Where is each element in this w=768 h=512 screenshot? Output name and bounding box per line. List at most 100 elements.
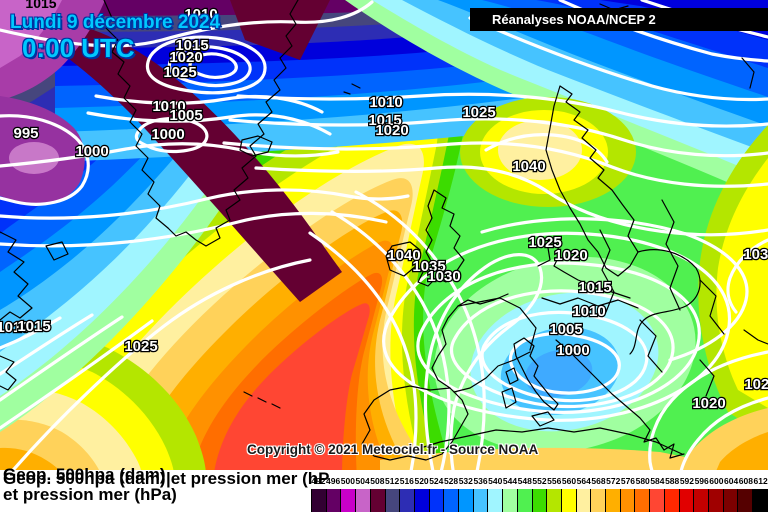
scale-cell	[605, 489, 620, 512]
scale-value: 512	[384, 476, 400, 486]
scale-cell	[325, 489, 341, 512]
scale-cell	[693, 489, 708, 512]
scale-value: 532	[458, 476, 473, 486]
scale-cell	[413, 489, 429, 512]
scale-value: 500	[340, 476, 355, 486]
pressure-label: 1010	[0, 319, 30, 336]
pressure-label: 1010	[152, 98, 185, 115]
scale-cell	[678, 489, 694, 512]
scale-value: 600	[709, 476, 724, 486]
scale-cell	[458, 489, 473, 512]
color-scale-bar	[311, 489, 768, 512]
pressure-label: 1015	[175, 37, 208, 54]
geopotential-color-fills	[0, 0, 768, 470]
scale-cell	[428, 489, 444, 512]
pressure-label: 1010	[369, 94, 402, 111]
pressure-label: 1005	[169, 107, 202, 124]
scale-value: 492	[311, 476, 326, 486]
scale-cell	[737, 489, 753, 512]
pressure-value-labels: 9951000101010051000101010151020102510101…	[0, 0, 768, 413]
pressure-label: 1040	[512, 158, 545, 175]
scale-cell	[663, 489, 679, 512]
pressure-label: 1020	[692, 395, 725, 412]
scale-value: 524	[429, 476, 444, 486]
map-time-label: 0:00 UTC	[22, 33, 135, 63]
pressure-label: 1020	[169, 49, 202, 66]
scale-cell	[443, 489, 459, 512]
reanalysis-source-badge: Réanalyses NOAA/NCEP 2	[470, 8, 768, 31]
scale-value: 552	[532, 476, 547, 486]
scale-cell	[590, 489, 606, 512]
scale-cell	[649, 489, 664, 512]
copyright-label: Copyright © 2021 Meteociel.fr - Source N…	[247, 442, 539, 457]
scale-value: 560	[561, 476, 577, 486]
scale-cell	[487, 489, 503, 512]
scale-cell	[355, 489, 370, 512]
legend-bar: Geop. 500hpa (dam) Geop. 500hpa (dam) |e…	[0, 465, 768, 512]
scale-cell	[384, 489, 400, 512]
map-date-label: Lundi 9 décembre 2024	[10, 12, 221, 33]
scale-value: 536	[473, 476, 488, 486]
scale-cell	[707, 489, 723, 512]
pressure-label: 1030	[743, 246, 768, 263]
scale-value: 556	[547, 476, 562, 486]
pressure-label: 1030	[427, 268, 460, 285]
legend-title-line1-ghost: Geop. 500hpa (dam)	[3, 465, 166, 484]
legend-title-line1-overlap: |et pression mer (hP	[166, 469, 330, 488]
pressure-label-black: 1015	[25, 0, 56, 11]
scale-value: 548	[517, 476, 532, 486]
scale-value: 528	[443, 476, 459, 486]
pressure-label: 1015	[368, 112, 401, 129]
weather-map: 995 1000 1010 1005 1000 1010 1015 1020 1025 1010 1…	[0, 0, 768, 470]
scale-cell	[516, 489, 532, 512]
scale-cell	[399, 489, 414, 512]
pressure-label: 1025	[163, 64, 196, 81]
scale-value: 564	[576, 476, 591, 486]
pressure-label: 1015	[578, 279, 611, 296]
scale-value: 504	[355, 476, 370, 486]
pressure-label: 1020	[375, 122, 408, 139]
pressure-label: 1025	[124, 338, 157, 355]
pressure-label: 1015	[17, 318, 50, 335]
pressure-label: 1020	[554, 247, 587, 264]
scale-value: 520	[414, 476, 429, 486]
scale-cell	[560, 489, 576, 512]
scale-cell	[546, 489, 561, 512]
pressure-label: 1025	[744, 376, 768, 393]
scale-cell	[619, 489, 635, 512]
scale-cell	[575, 489, 591, 512]
pressure-label: 1000	[556, 342, 589, 359]
scale-value: 496	[326, 476, 341, 486]
scale-value: 568	[591, 476, 606, 486]
pressure-label: 1025	[528, 234, 561, 251]
scale-value: 584	[650, 476, 665, 486]
scale-cell	[752, 489, 768, 512]
scale-value: 608	[738, 476, 753, 486]
scale-cell	[531, 489, 547, 512]
scale-value: 576	[620, 476, 636, 486]
scale-value: 508	[370, 476, 385, 486]
scale-cell	[634, 489, 650, 512]
color-scale-values: 492 496 500 504 508 512 516 520 524 528 532 536 540 5…	[311, 476, 768, 487]
pressure-label: 995	[13, 125, 38, 142]
pressure-label: 1025	[462, 104, 495, 121]
pressure-label: 1000	[75, 143, 108, 160]
pressure-label: 1035	[412, 258, 445, 275]
pressure-label: 1000	[151, 126, 184, 143]
pressure-label: 1010	[184, 6, 217, 23]
scale-cell	[340, 489, 356, 512]
legend-title-line2: et pression mer (hPa)	[3, 485, 177, 504]
scale-value: 592	[679, 476, 694, 486]
scale-value: 588	[665, 476, 680, 486]
scale-value: 612	[753, 476, 768, 486]
pressure-label: 1010	[572, 303, 605, 320]
scale-value: 596	[694, 476, 709, 486]
scale-cell	[369, 489, 385, 512]
scale-value: 572	[606, 476, 621, 486]
legend-title-line1: Geop. 500hpa (dam)	[3, 469, 166, 488]
scale-cell	[311, 489, 326, 512]
scale-value: 540	[488, 476, 503, 486]
isobar-contours	[0, 0, 768, 470]
pressure-label: 1040	[387, 247, 420, 264]
